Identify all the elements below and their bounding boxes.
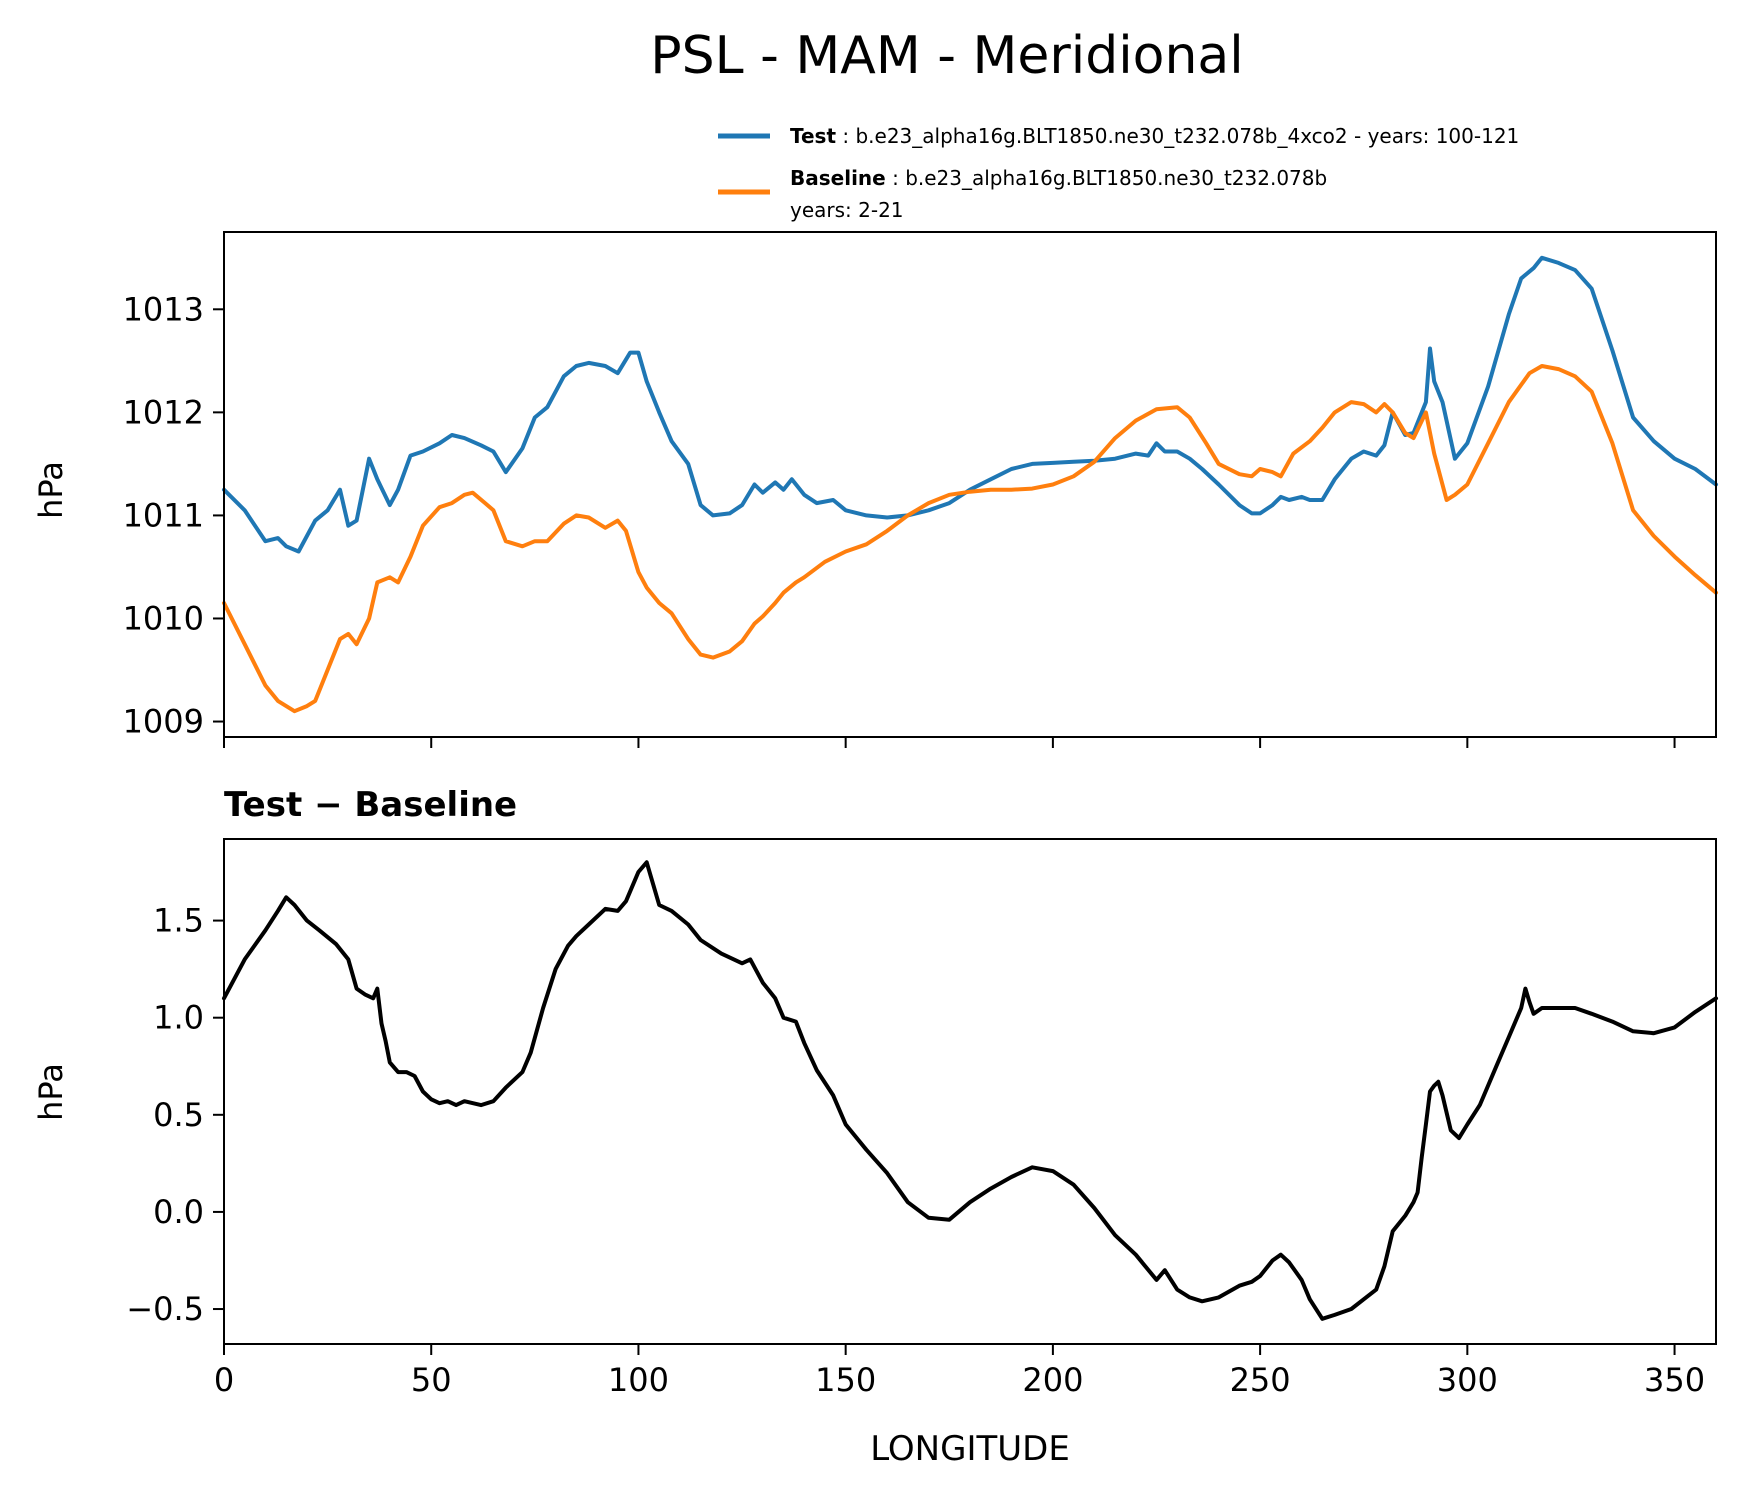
top-y-tick-label: 1009 bbox=[123, 703, 204, 741]
bottom-x-tick-label: 200 bbox=[1022, 1361, 1083, 1399]
top-y-tick-label: 1012 bbox=[123, 393, 204, 431]
bottom-x-tick-label: 300 bbox=[1437, 1361, 1498, 1399]
legend-test-name: Test bbox=[790, 124, 836, 148]
legend-test-label: Test : b.e23_alpha16g.BLT1850.ne30_t232.… bbox=[790, 124, 1519, 148]
bottom-y-tick-label: 0.5 bbox=[153, 1096, 204, 1134]
top-plot-frame bbox=[223, 231, 1717, 738]
bottom-y-tick-label: −0.5 bbox=[126, 1290, 204, 1328]
top-y-tick-label: 1011 bbox=[123, 496, 204, 534]
legend-baseline-label: Baseline : b.e23_alpha16g.BLT1850.ne30_t… bbox=[790, 166, 1327, 190]
top-series-group bbox=[222, 255, 1718, 714]
bottom-y-tick-label: 0.0 bbox=[153, 1193, 204, 1231]
top-ticks-group: 1009 1010 1011 1012 1013 bbox=[123, 290, 1676, 748]
top-y-axis-label: hPa bbox=[32, 461, 70, 519]
bottom-x-tick-label: 350 bbox=[1644, 1361, 1705, 1399]
chart-top-panel: 1009 1010 1011 1012 1013 hPa bbox=[32, 231, 1718, 748]
legend-baseline-years: years: 2-21 bbox=[790, 198, 904, 222]
bottom-plot-frame bbox=[223, 838, 1717, 1345]
bottom-series-line-difference bbox=[222, 860, 1718, 1321]
top-series-line-test bbox=[222, 255, 1718, 554]
figure-title: PSL - MAM - Meridional bbox=[650, 26, 1244, 86]
legend-baseline-desc: : b.e23_alpha16g.BLT1850.ne30_t232.078b bbox=[892, 166, 1327, 190]
bottom-x-tick-label: 100 bbox=[608, 1361, 669, 1399]
bottom-y-tick-label: 1.0 bbox=[153, 999, 204, 1037]
bottom-ticks-group: 0 50 100 150 200 250 300 350 −0.5 0.0 0.5 1.0 1.5 bbox=[126, 902, 1705, 1399]
bottom-y-tick-label: 1.5 bbox=[153, 902, 204, 940]
top-series-line-baseline bbox=[222, 364, 1718, 714]
x-axis-label: LONGITUDE bbox=[870, 1429, 1070, 1469]
top-y-tick-label: 1010 bbox=[123, 599, 204, 637]
legend: Test : b.e23_alpha16g.BLT1850.ne30_t232.… bbox=[718, 124, 1519, 222]
top-y-tick-label: 1013 bbox=[123, 290, 204, 328]
legend-test-desc: : b.e23_alpha16g.BLT1850.ne30_t232.078b_… bbox=[842, 124, 1519, 148]
chart-bottom-panel: Test − Baseline 0 50 100 150 200 250 300 350 −0.… bbox=[32, 785, 1718, 1469]
bottom-x-tick-label: 250 bbox=[1230, 1361, 1291, 1399]
bottom-x-tick-label: 0 bbox=[214, 1361, 234, 1399]
bottom-y-axis-label: hPa bbox=[32, 1063, 70, 1121]
bottom-x-tick-label: 50 bbox=[411, 1361, 452, 1399]
bottom-series-group bbox=[222, 860, 1718, 1321]
legend-baseline-name: Baseline bbox=[790, 166, 886, 190]
bottom-panel-title: Test − Baseline bbox=[224, 785, 517, 825]
bottom-x-tick-label: 150 bbox=[815, 1361, 876, 1399]
